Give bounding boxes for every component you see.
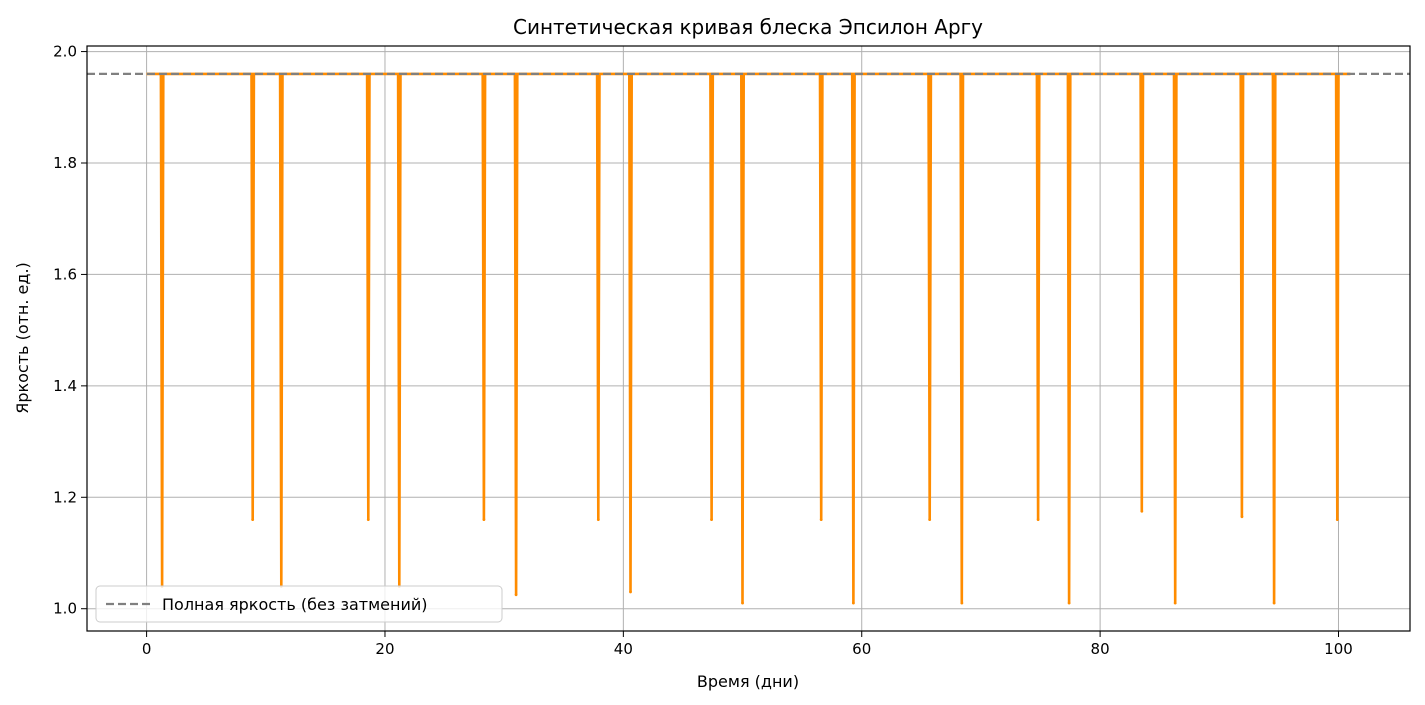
legend: Полная яркость (без затмений) bbox=[95, 585, 503, 623]
y-tick-label: 1.8 bbox=[53, 154, 77, 172]
eclipse-dip-point bbox=[251, 518, 255, 521]
legend-box bbox=[95, 585, 503, 623]
eclipse-dip-point bbox=[366, 518, 370, 521]
eclipse-dip-point bbox=[482, 518, 486, 521]
x-tick-label: 40 bbox=[614, 640, 633, 658]
plot-background bbox=[87, 46, 1410, 631]
eclipse-dip-point bbox=[596, 518, 600, 521]
x-tick-label: 0 bbox=[142, 640, 152, 658]
x-tick-label: 20 bbox=[375, 640, 394, 658]
legend-entry-full-brightness: Полная яркость (без затмений) bbox=[162, 595, 427, 614]
x-axis-label: Время (дни) bbox=[697, 672, 799, 691]
eclipse-dip-point bbox=[851, 601, 855, 605]
eclipse-dip-point bbox=[819, 518, 823, 521]
series-light-curve bbox=[146, 72, 1351, 604]
eclipse-dip-point bbox=[514, 593, 518, 597]
eclipse-dip-point bbox=[1335, 518, 1339, 521]
y-tick-label: 1.4 bbox=[53, 377, 77, 395]
plot-frame bbox=[86, 45, 1411, 632]
chart-title: Синтетическая кривая блеска Эпсилон Аргу bbox=[513, 15, 983, 39]
eclipse-dip-point bbox=[741, 601, 744, 605]
y-axis-label: Яркость (отн. ед.) bbox=[13, 262, 32, 414]
eclipse-dip-point bbox=[1272, 601, 1276, 605]
x-tick-label: 60 bbox=[852, 640, 871, 658]
eclipse-dip-point bbox=[1036, 518, 1040, 521]
eclipse-dip-point bbox=[1173, 601, 1177, 605]
axis-ticks: 0 20 40 60 80 100 1.0 1.2 1.4 1.6 1.8 2.0 bbox=[53, 43, 1353, 658]
eclipse-dip-point bbox=[928, 518, 932, 521]
y-tick-label: 1.0 bbox=[53, 600, 77, 618]
eclipse-dip-point bbox=[1067, 601, 1071, 605]
eclipse-dip-point bbox=[710, 518, 713, 521]
eclipse-dip-point bbox=[960, 601, 964, 605]
eclipse-dip-point bbox=[1140, 509, 1144, 513]
eclipse-dip-point bbox=[629, 590, 632, 594]
y-tick-label: 2.0 bbox=[53, 43, 77, 61]
x-tick-label: 80 bbox=[1091, 640, 1110, 658]
y-tick-label: 1.6 bbox=[53, 265, 77, 283]
eclipse-dip-point bbox=[1240, 515, 1244, 519]
y-tick-label: 1.2 bbox=[53, 488, 77, 506]
x-tick-label: 100 bbox=[1324, 640, 1353, 658]
